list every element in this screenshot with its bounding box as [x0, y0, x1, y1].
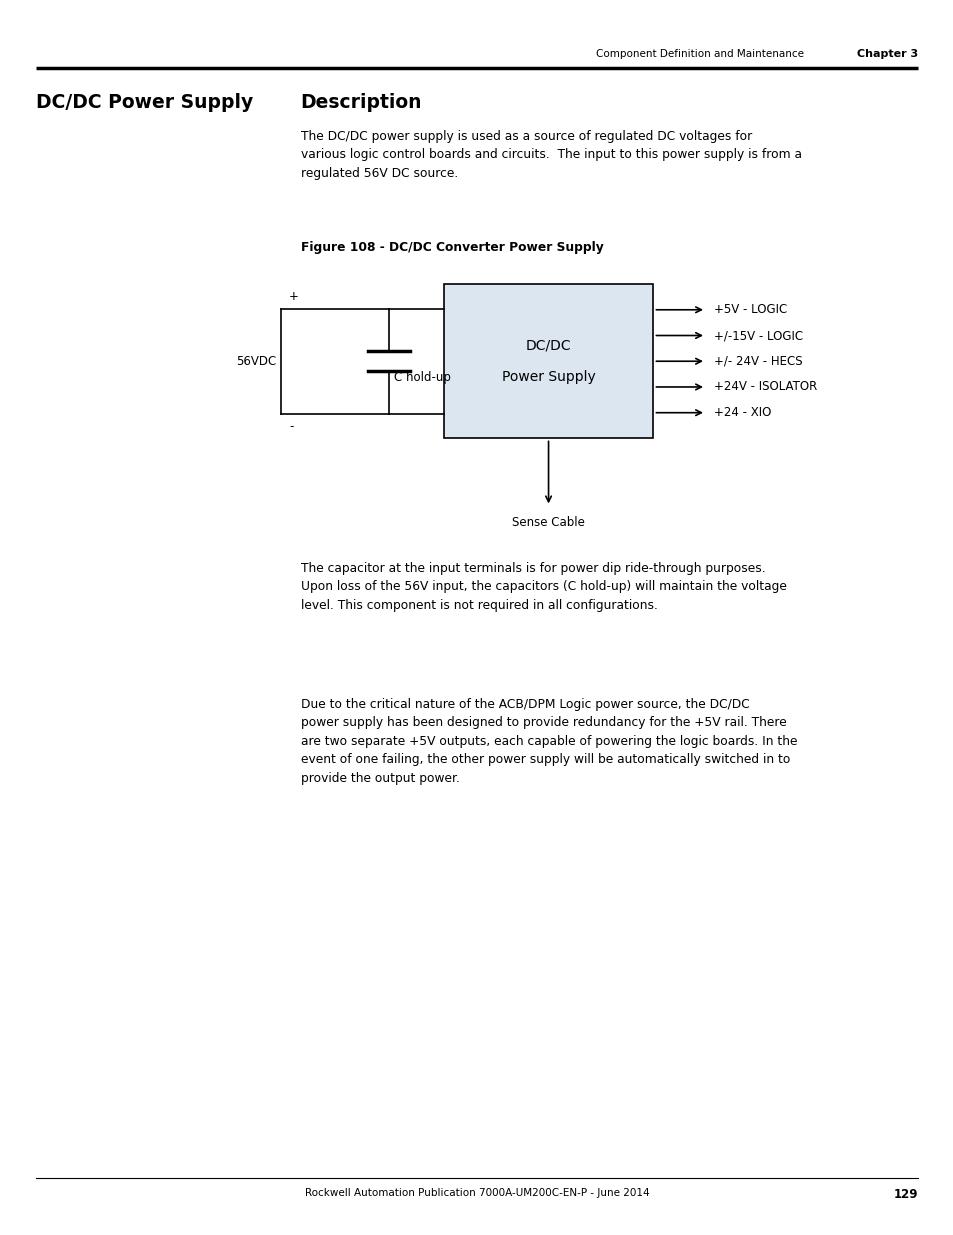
Text: +/-15V - LOGIC: +/-15V - LOGIC — [713, 329, 801, 342]
Text: +5V - LOGIC: +5V - LOGIC — [713, 304, 786, 316]
Text: DC/DC: DC/DC — [525, 338, 571, 352]
Text: +24 - XIO: +24 - XIO — [713, 406, 770, 419]
Text: Sense Cable: Sense Cable — [512, 516, 584, 530]
Bar — [443, 284, 653, 438]
Text: +24V - ISOLATOR: +24V - ISOLATOR — [713, 380, 816, 394]
Text: Power Supply: Power Supply — [501, 370, 595, 384]
Text: 129: 129 — [892, 1188, 917, 1202]
Text: -: - — [289, 420, 294, 433]
Text: The capacitor at the input terminals is for power dip ride-through purposes.
Upo: The capacitor at the input terminals is … — [300, 562, 785, 611]
Text: Component Definition and Maintenance: Component Definition and Maintenance — [596, 49, 803, 59]
Text: +: + — [289, 289, 298, 303]
Text: +/- 24V - HECS: +/- 24V - HECS — [713, 354, 801, 368]
Text: Due to the critical nature of the ACB/DPM Logic power source, the DC/DC
power su: Due to the critical nature of the ACB/DP… — [300, 698, 796, 784]
Text: The DC/DC power supply is used as a source of regulated DC voltages for
various : The DC/DC power supply is used as a sour… — [300, 130, 801, 179]
Text: 56VDC: 56VDC — [236, 354, 276, 368]
Text: DC/DC Power Supply: DC/DC Power Supply — [36, 93, 253, 111]
Text: C hold-up: C hold-up — [394, 372, 451, 384]
Text: Figure 108 - DC/DC Converter Power Supply: Figure 108 - DC/DC Converter Power Suppl… — [300, 241, 602, 254]
Text: Description: Description — [300, 93, 421, 111]
Text: Rockwell Automation Publication 7000A-UM200C-EN-P - June 2014: Rockwell Automation Publication 7000A-UM… — [304, 1188, 649, 1198]
Text: Chapter 3: Chapter 3 — [856, 49, 917, 59]
